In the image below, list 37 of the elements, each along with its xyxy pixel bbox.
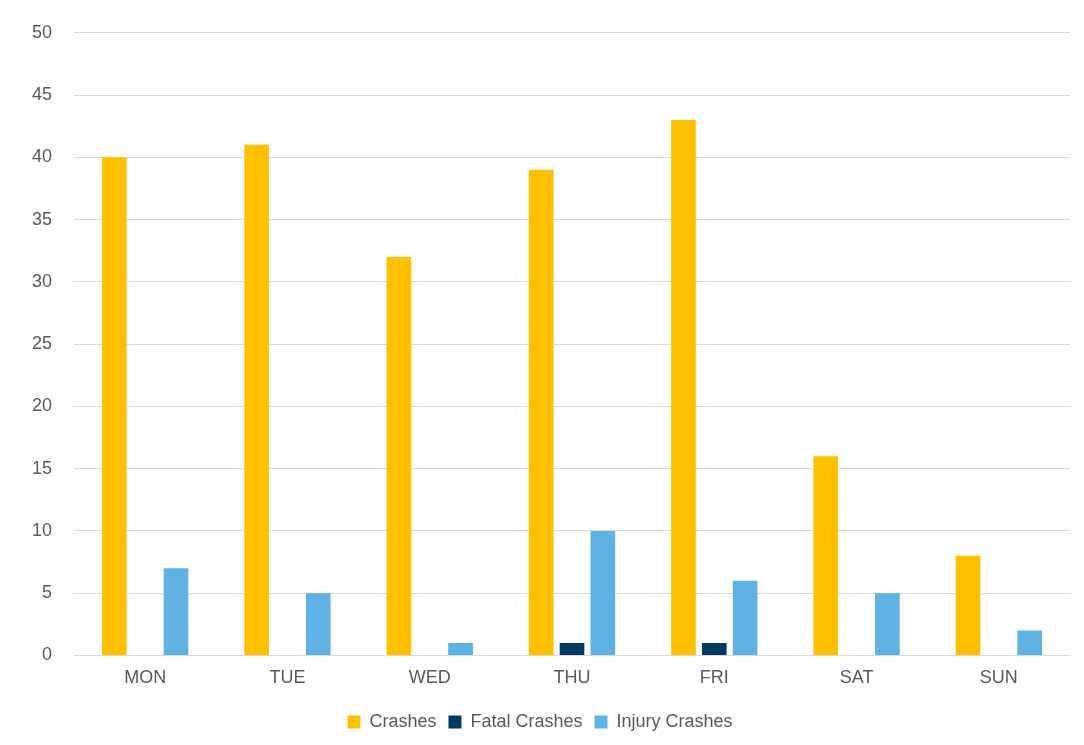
legend-label: Injury Crashes (616, 710, 733, 731)
bar (875, 593, 900, 655)
bar (102, 157, 127, 655)
y-tick-label: 35 (31, 208, 53, 229)
x-tick-label: THU (553, 667, 591, 688)
y-tick-label: 30 (31, 270, 53, 291)
y-tick-label: 5 (42, 582, 53, 603)
x-tick-label: SAT (839, 667, 874, 688)
bar (163, 568, 189, 655)
x-tick-label: MON (124, 667, 167, 688)
y-tick-label: 0 (42, 644, 53, 665)
bar (305, 593, 331, 655)
bar (528, 169, 554, 655)
bar (732, 580, 758, 655)
x-tick-label: SUN (979, 667, 1018, 688)
y-tick-label: 50 (31, 21, 53, 42)
bar (955, 555, 981, 655)
y-tick-label: 10 (31, 519, 53, 540)
y-tick-label: 20 (31, 395, 53, 416)
bar (590, 530, 616, 655)
x-tick-label: WED (408, 667, 451, 688)
bar (701, 642, 727, 655)
legend-label: Crashes (369, 710, 437, 731)
x-tick-label: FRI (699, 667, 729, 688)
bar (559, 642, 585, 655)
bar (813, 456, 839, 655)
x-tick-label: TUE (269, 667, 306, 688)
bar (1017, 630, 1043, 655)
legend-label: Fatal Crashes (470, 710, 583, 731)
bar (671, 119, 696, 655)
bar (386, 256, 412, 655)
bar (448, 642, 473, 655)
bar (244, 144, 269, 655)
y-tick-label: 45 (31, 84, 53, 105)
y-tick-label: 40 (31, 146, 53, 167)
y-tick-label: 25 (31, 333, 53, 354)
y-tick-label: 15 (31, 457, 53, 478)
